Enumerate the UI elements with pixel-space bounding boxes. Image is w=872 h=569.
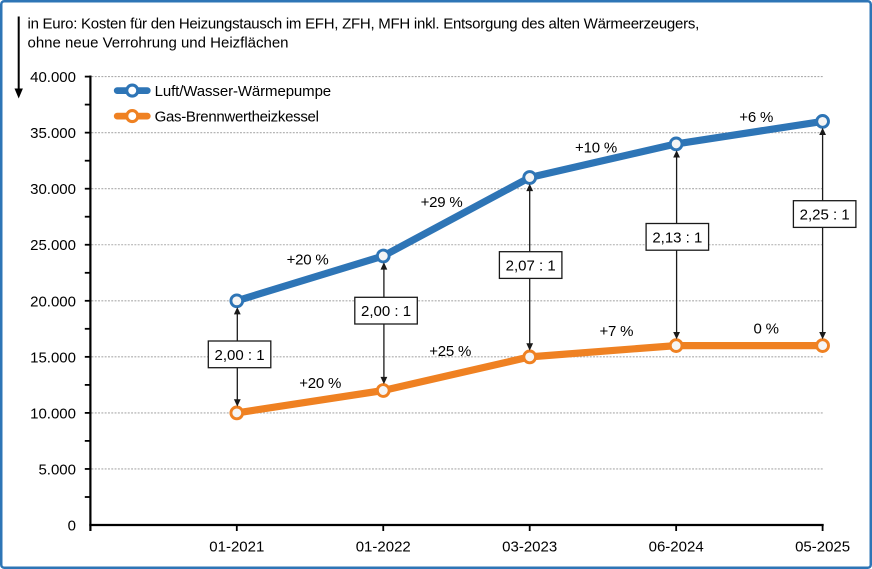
svg-text:30.000: 30.000 [30,181,76,198]
svg-text:+29 %: +29 % [421,194,463,211]
svg-text:2,25 : 1: 2,25 : 1 [800,207,850,224]
svg-text:+6 %: +6 % [739,109,773,126]
svg-text:in Euro: Kosten für den Heizun: in Euro: Kosten für den Heizungstausch i… [28,16,699,33]
svg-text:10.000: 10.000 [30,405,76,422]
svg-text:2,13 : 1: 2,13 : 1 [652,229,702,246]
svg-text:25.000: 25.000 [30,237,76,254]
svg-text:2,00 : 1: 2,00 : 1 [215,347,265,364]
svg-text:15.000: 15.000 [30,349,76,366]
svg-text:06-2024: 06-2024 [649,538,704,555]
svg-text:+25 %: +25 % [429,343,471,360]
svg-text:20.000: 20.000 [30,293,76,310]
svg-text:0: 0 [68,517,76,534]
svg-text:01-2021: 01-2021 [209,538,264,555]
svg-text:05-2025: 05-2025 [795,538,850,555]
svg-text:35.000: 35.000 [30,125,76,142]
svg-text:Luft/Wasser-Wärmepumpe: Luft/Wasser-Wärmepumpe [155,83,331,100]
svg-text:ohne neue Verrohrung und Heizf: ohne neue Verrohrung und Heizflächen [28,34,289,51]
svg-text:+10 %: +10 % [575,139,617,156]
svg-text:40.000: 40.000 [30,69,76,86]
svg-text:Gas-Brennwertheizkessel: Gas-Brennwertheizkessel [155,109,319,126]
svg-text:03-2023: 03-2023 [502,538,557,555]
svg-text:+20 %: +20 % [299,375,341,392]
svg-text:2,07 : 1: 2,07 : 1 [506,258,556,275]
svg-text:2,00 : 1: 2,00 : 1 [361,303,411,320]
svg-text:0 %: 0 % [753,320,778,337]
svg-text:01-2022: 01-2022 [356,538,411,555]
svg-text:+7 %: +7 % [599,323,633,340]
svg-text:+20 %: +20 % [287,252,329,269]
svg-text:5.000: 5.000 [38,461,76,478]
